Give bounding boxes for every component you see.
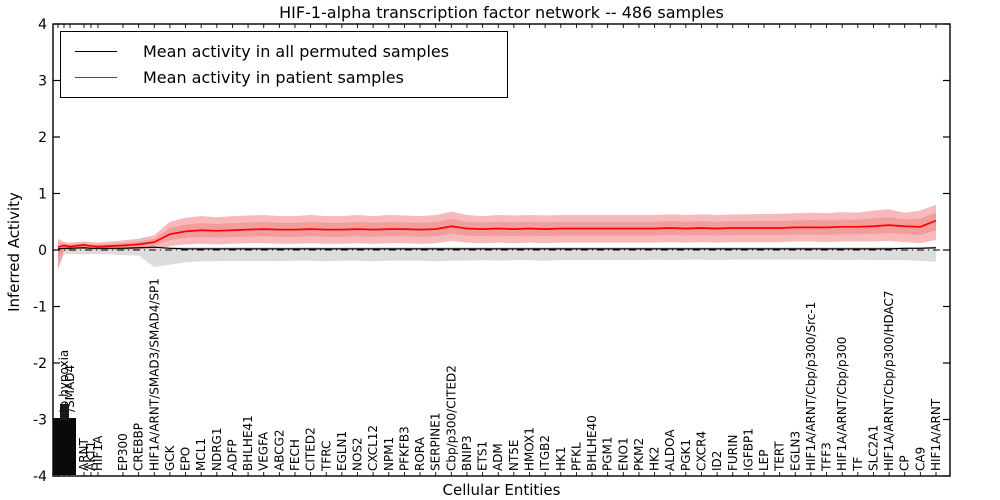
entity-tick-label: HIF1A/ARNT/Cbp/p300/Src-1 [804, 302, 818, 471]
legend-item-permuted: Mean activity in all permuted samples [61, 38, 507, 64]
entity-tick-label: CREBBP [132, 423, 146, 471]
entity-tick-label: CA9 [913, 447, 927, 471]
entity-tick-label: PGM1 [601, 436, 615, 471]
entity-tick-label: HIF1A [91, 435, 105, 471]
entity-tick-label: MCL1 [194, 438, 208, 471]
entity-tick-label: NOS2 [351, 437, 365, 471]
entity-tick-label: HMOX1 [523, 427, 537, 471]
y-tick-label: -4 [33, 469, 47, 485]
legend-label-patient: Mean activity in patient samples [143, 67, 404, 87]
entity-tick-label: BNIP3 [460, 435, 474, 471]
entity-tick-label: ABCG2 [272, 429, 286, 471]
entity-tick-label: HK2 [648, 446, 662, 471]
y-tick-label: 4 [38, 17, 47, 33]
y-tick-label: 2 [38, 130, 47, 146]
entity-tick-label: FURIN [726, 434, 740, 471]
y-axis-label: Inferred Activity [5, 192, 23, 312]
legend-label-permuted: Mean activity in all permuted samples [143, 41, 450, 61]
permuted-mean-line [57, 246, 937, 250]
y-tick-label: -2 [33, 356, 47, 372]
entity-tick-label: TERT [773, 441, 787, 472]
entity-tick-label: GCK [163, 444, 177, 471]
entity-tick-label: BHLHE40 [585, 415, 599, 471]
x-axis-label: Cellular Entities [442, 481, 561, 499]
entity-tick-label: HIF1A/ARNT/SMAD3/SMAD4/SP1 [147, 278, 161, 471]
patient-mean-line [57, 219, 937, 248]
y-tick-label: -3 [33, 413, 47, 429]
entity-tick-label: SLC2A1 [866, 425, 880, 471]
entity-tick-label: PFKFB3 [397, 426, 411, 471]
entity-tick-label: TF [851, 457, 865, 472]
entity-tick-label: LEP [757, 449, 771, 471]
legend-item-patient: Mean activity in patient samples [61, 64, 507, 90]
entity-tick-label: /SMAD4 [63, 365, 77, 412]
entity-tick-label: ADFP [225, 439, 239, 471]
y-tick-label: -1 [33, 300, 47, 316]
entity-tick-label: PKM2 [632, 438, 646, 471]
entity-tick-label: ID2 [710, 451, 724, 471]
entity-tick-label: TFRC [319, 441, 333, 472]
entity-tick-label: CP [898, 455, 912, 471]
entity-tick-label: ITGB2 [538, 435, 552, 471]
entity-tick-label: ARNT [77, 437, 91, 471]
entity-tick-label: HIF1A/ARNT/Cbp/p300 [835, 337, 849, 471]
entity-tick-label: AKT1 [84, 441, 98, 471]
entity-tick-label: VEGFA [257, 431, 271, 471]
entity-tick-label: PFKL [569, 442, 583, 471]
entity-tick-label: HIF1A/ARNT [929, 398, 943, 471]
entity-tick-label: HK1 [554, 446, 568, 471]
entity-tick-label: BHLHE41 [241, 415, 255, 471]
entity-tick-label: CXCL12 [366, 425, 380, 471]
entity-tick-label: EP300 [116, 433, 130, 471]
entity-tick-label: CITED2 [304, 427, 318, 471]
entity-tick-label: EGLN3 [788, 431, 802, 471]
legend-line-red-icon [75, 76, 117, 78]
entity-tick-label: FECH [288, 439, 302, 471]
entity-tick-label: CXCR4 [694, 431, 708, 471]
entity-tick-label: HIF1A/ARNT/Cbp/p300/HDAC7 [882, 290, 896, 471]
legend: Mean activity in all permuted samples Me… [60, 31, 508, 98]
entity-tick-label: PGK1 [679, 439, 693, 471]
y-tick-label: 3 [38, 74, 47, 90]
legend-line-black-icon [75, 50, 117, 52]
entity-tick-label: Cbp/p300/CITED2 [444, 365, 458, 471]
entity-tick-label: NT5E [507, 439, 521, 471]
entity-tick-label: ENO1 [616, 437, 630, 471]
y-tick-label: 0 [38, 243, 47, 259]
y-tick-label: 1 [38, 187, 47, 203]
entity-tick-label: IGFBP1 [741, 428, 755, 471]
patient-band-inner [58, 212, 936, 259]
entity-tick-label: ETS1 [476, 441, 490, 471]
entity-tick-label: TFF3 [820, 442, 834, 472]
chart-title: HIF-1-alpha transcription factor network… [279, 3, 724, 22]
entity-tick-label: ALDOA [663, 429, 677, 471]
permuted-band [58, 246, 936, 269]
patient-band-outer [58, 204, 936, 270]
entity-tick-label: EPO [179, 447, 193, 471]
entity-tick-label: NDRG1 [210, 428, 224, 472]
overlapping-labels-blob [53, 418, 76, 475]
entity-tick-label: ADM [491, 443, 505, 471]
entity-tick-label: RORA [413, 436, 427, 471]
overlapping-labels-blob-top [60, 404, 69, 420]
entity-tick-label: SERPINE1 [429, 412, 443, 471]
entity-tick-label: EGLN1 [335, 431, 349, 471]
entity-tick-label: NPM1 [382, 437, 396, 471]
